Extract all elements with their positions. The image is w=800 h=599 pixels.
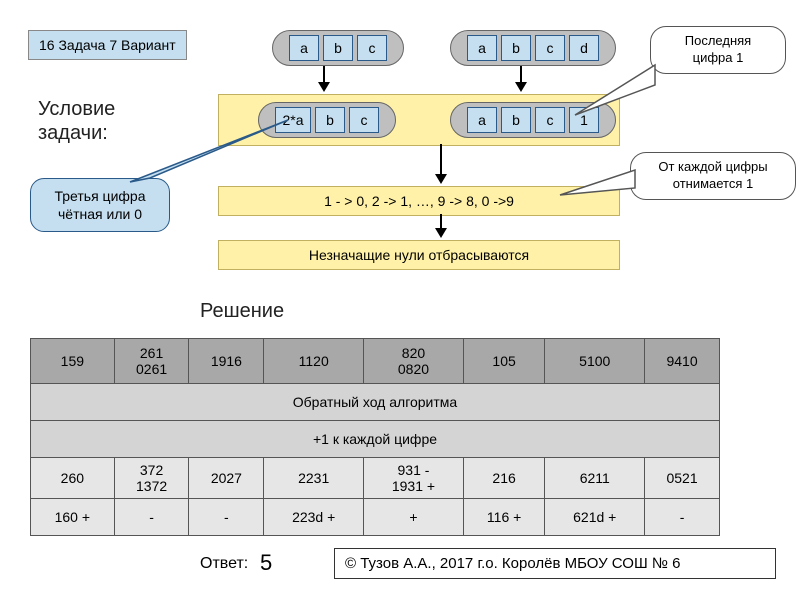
arrow-head-4 — [435, 228, 447, 238]
table-cell: 2231 — [264, 458, 364, 499]
arrow-head-3 — [435, 174, 447, 184]
solution-table: 159261026119161120820082010551009410 Обр… — [30, 338, 720, 536]
table-cell: 260 — [31, 458, 115, 499]
table-cell: 223d + — [264, 499, 364, 536]
table-data-row-2: 260372137220272231931 -1931 +21662110521 — [31, 458, 720, 499]
condition-heading-2: задачи: — [38, 122, 108, 145]
cell-box: a — [289, 35, 319, 61]
footer-credit: © Тузов А.А., 2017 г.о. Королёв МБОУ СОШ… — [334, 548, 776, 579]
table-cell: 8200820 — [364, 339, 464, 384]
table-cell: - — [645, 499, 720, 536]
cell-box: a — [467, 35, 497, 61]
cell-box: b — [501, 107, 531, 133]
cell-box: c — [357, 35, 387, 61]
answer-value: 5 — [260, 550, 272, 576]
cell-box: b — [315, 107, 345, 133]
pointer-last-digit — [575, 60, 665, 120]
cell-box: d — [569, 35, 599, 61]
table-cell: 105 — [463, 339, 545, 384]
cell-box: c — [349, 107, 379, 133]
arrow-line-4 — [440, 214, 442, 228]
table-cell: 2610261 — [114, 339, 189, 384]
arrow-line-2 — [520, 66, 522, 82]
table-cell: 1120 — [264, 339, 364, 384]
table-cell: 216 — [463, 458, 545, 499]
table-cell: - — [189, 499, 264, 536]
pointer-third-digit — [130, 120, 290, 190]
table-mid-2: +1 к каждой цифре — [31, 421, 720, 458]
table-cell: - — [114, 499, 189, 536]
table-mid-row-1: Обратный ход алгоритма — [31, 384, 720, 421]
cell-box: a — [467, 107, 497, 133]
cell-box: b — [323, 35, 353, 61]
pointer-subtract — [560, 170, 640, 200]
cell-box: b — [501, 35, 531, 61]
table-cell: 5100 — [545, 339, 645, 384]
table-cell: 2027 — [189, 458, 264, 499]
cell-box: c — [535, 107, 565, 133]
callout-last-digit: Последняяцифра 1 — [650, 26, 786, 74]
table-cell: + — [364, 499, 464, 536]
table-cell: 1916 — [189, 339, 264, 384]
table-cell: 160 + — [31, 499, 115, 536]
table-header-row: 159261026119161120820082010551009410 — [31, 339, 720, 384]
condition-heading-1: Условие — [38, 98, 115, 121]
table-mid-1: Обратный ход алгоритма — [31, 384, 720, 421]
table-cell: 6211 — [545, 458, 645, 499]
table-cell: 931 -1931 + — [364, 458, 464, 499]
callout-subtract-text: От каждой цифрыотнимается 1 — [658, 159, 767, 191]
table-cell: 621d + — [545, 499, 645, 536]
table-cell: 116 + — [463, 499, 545, 536]
answer-label: Ответ: — [200, 555, 248, 573]
drop-zeros-bar: Незначащие нули отбрасываются — [218, 240, 620, 270]
arrow-head-1 — [318, 82, 330, 92]
arrow-line-3 — [440, 144, 442, 174]
callout-subtract: От каждой цифрыотнимается 1 — [630, 152, 796, 200]
table-cell: 0521 — [645, 458, 720, 499]
table-cell: 3721372 — [114, 458, 189, 499]
task-badge: 16 Задача 7 Вариант — [28, 30, 187, 60]
table-mid-row-2: +1 к каждой цифре — [31, 421, 720, 458]
arrow-line-1 — [323, 66, 325, 82]
table-cell: 159 — [31, 339, 115, 384]
callout-third-digit-text: Третья цифрачётная или 0 — [55, 188, 146, 222]
cell-box: c — [535, 35, 565, 61]
callout-last-digit-text: Последняяцифра 1 — [685, 33, 751, 65]
solution-heading: Решение — [200, 300, 284, 323]
arrow-head-2 — [515, 82, 527, 92]
table-data-row-3: 160 +--223d ++116 +621d +- — [31, 499, 720, 536]
table-cell: 9410 — [645, 339, 720, 384]
pill-top-left: abc — [272, 30, 404, 66]
